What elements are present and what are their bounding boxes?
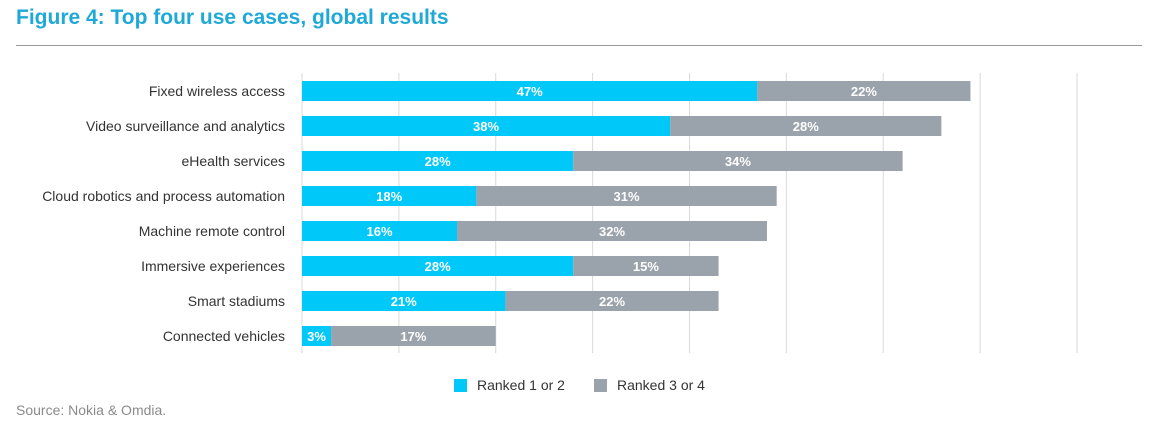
- legend-label-series-2: Ranked 3 or 4: [617, 377, 705, 393]
- bar-segment-series-2: [757, 81, 971, 101]
- bar-chart: Fixed wireless access Video surveillance …: [42, 73, 1078, 353]
- category-label: Connected vehicles: [163, 328, 285, 344]
- data-label: 21%: [391, 294, 417, 309]
- bar-segment-series-1: [302, 151, 574, 171]
- chart-title: Figure 4: Top four use cases, global res…: [16, 6, 449, 29]
- bar-segment-series-2: [457, 221, 767, 241]
- bar-segment-series-1: [302, 291, 506, 311]
- category-label: eHealth services: [182, 153, 286, 169]
- bar-segment-series-1: [302, 186, 477, 206]
- legend: Ranked 1 or 2 Ranked 3 or 4: [0, 377, 1156, 399]
- data-label: 16%: [366, 224, 392, 239]
- title-divider: [16, 45, 1142, 46]
- bar-segment-series-2: [573, 151, 903, 171]
- bars: [302, 81, 971, 346]
- bar-segment-series-2: [573, 256, 719, 276]
- data-label: 22%: [599, 294, 625, 309]
- legend-item-series-2: Ranked 3 or 4: [594, 377, 705, 393]
- category-label: Immersive experiences: [141, 258, 285, 274]
- bar-segment-series-2: [476, 186, 777, 206]
- data-label: 31%: [614, 189, 640, 204]
- data-label: 28%: [793, 119, 819, 134]
- data-label: 38%: [473, 119, 499, 134]
- category-label: Smart stadiums: [188, 293, 285, 309]
- source-note: Source: Nokia & Omdia.: [16, 402, 167, 418]
- data-label: 47%: [517, 84, 543, 99]
- bar-segment-series-2: [505, 291, 719, 311]
- category-label: Video surveillance and analytics: [86, 118, 285, 134]
- bar-segment-series-1: [302, 81, 758, 101]
- legend-swatch-series-1: [454, 378, 467, 392]
- data-label: 32%: [599, 224, 625, 239]
- legend-item-series-1: Ranked 1 or 2: [454, 377, 565, 393]
- data-labels: 47% 22% 38% 28% 28% 34% 18% 31% 16% 32% 28% 15% 21% 2…: [307, 84, 877, 344]
- legend-label-series-1: Ranked 1 or 2: [477, 377, 565, 393]
- legend-swatch-series-2: [594, 378, 607, 392]
- bar-segment-series-2: [331, 326, 496, 346]
- bar-segment-series-2: [670, 116, 942, 136]
- category-labels: Fixed wireless access Video surveillance …: [42, 83, 285, 344]
- data-label: 17%: [400, 329, 426, 344]
- bar-segment-series-1: [302, 256, 574, 276]
- category-label: Fixed wireless access: [149, 83, 285, 99]
- data-label: 34%: [725, 154, 751, 169]
- data-label: 15%: [633, 259, 659, 274]
- data-label: 3%: [307, 329, 326, 344]
- data-label: 28%: [425, 259, 451, 274]
- bar-segment-series-1: [302, 116, 671, 136]
- data-label: 18%: [376, 189, 402, 204]
- data-label: 28%: [425, 154, 451, 169]
- data-label: 22%: [851, 84, 877, 99]
- bar-segment-series-1: [302, 221, 457, 241]
- category-label: Cloud robotics and process automation: [42, 188, 285, 204]
- bar-segment-series-1: [302, 326, 332, 346]
- category-label: Machine remote control: [139, 223, 285, 239]
